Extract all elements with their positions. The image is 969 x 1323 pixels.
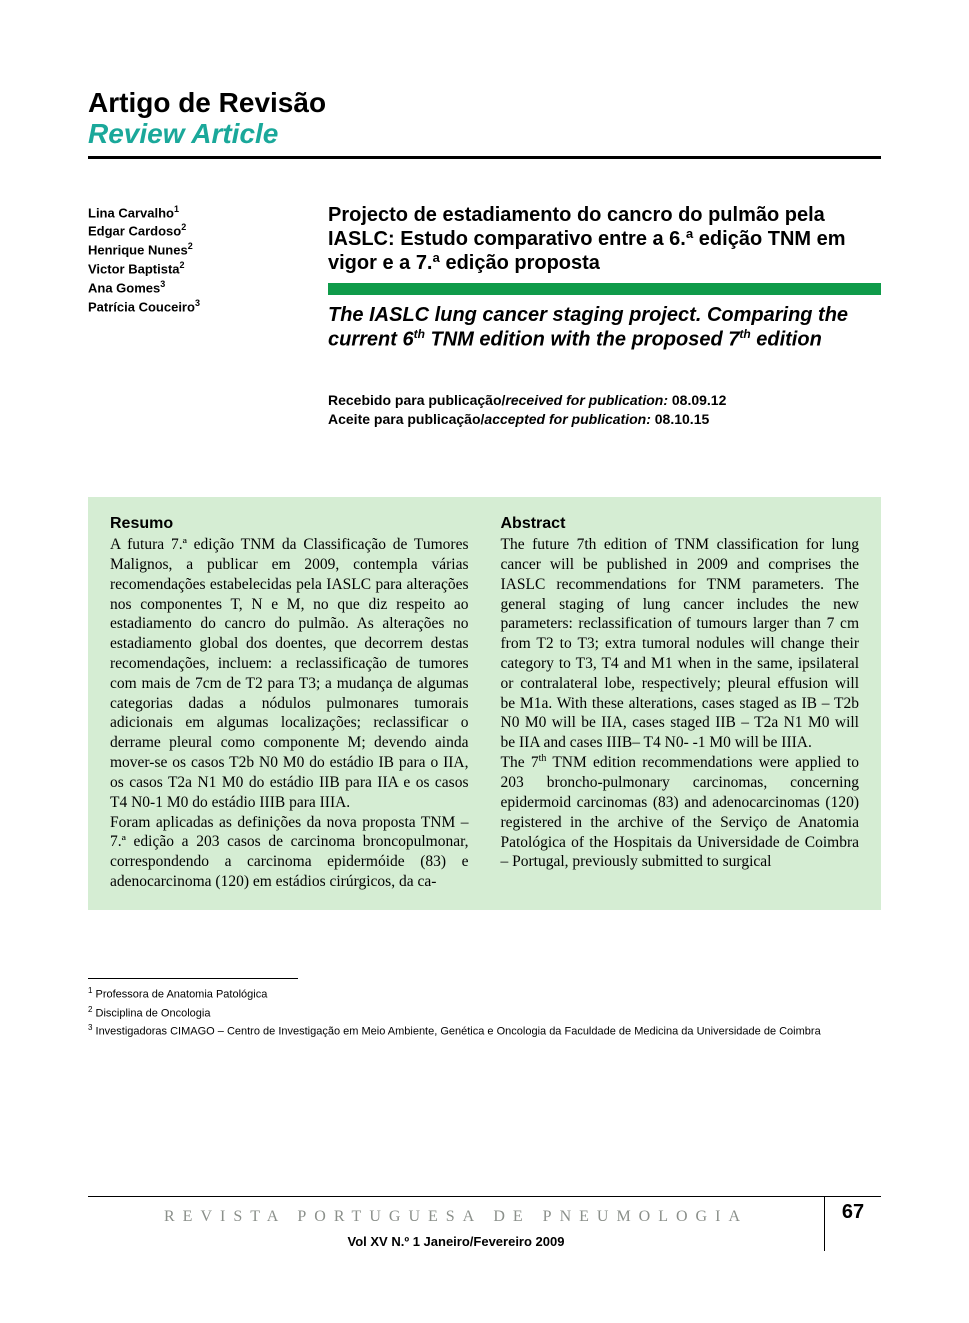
footnote-line: 2 Disciplina de Oncologia [88, 1004, 881, 1023]
author-line: Patrícia Couceiro3 [88, 297, 288, 316]
title-en-part3: edition [751, 328, 822, 350]
page-footer: REVISTA PORTUGUESA DE PNEUMOLOGIA 67 Vol… [88, 1196, 881, 1251]
issue-info: Vol XV N.º 1 Janeiro/Fevereiro 2009 [88, 1231, 824, 1251]
author-name: Edgar Cardoso [88, 224, 181, 239]
footer-spacer [824, 1231, 881, 1251]
resumo-paragraph: A futura 7.ª edição TNM da Classificação… [110, 536, 469, 811]
article-title-pt: Projecto de estadiamento do cancro do pu… [328, 203, 881, 275]
received-label-en: received for publication: [505, 392, 671, 408]
footnote-line: 3 Investigadoras CIMAGO – Centro de Inve… [88, 1022, 881, 1041]
author-affiliation-sup: 2 [181, 222, 186, 232]
abstract-para1: The future 7th edition of TNM classifica… [501, 536, 860, 751]
received-value: 08.09.12 [672, 392, 727, 408]
journal-name: REVISTA PORTUGUESA DE PNEUMOLOGIA [88, 1203, 824, 1226]
resumo-paragraph: Foram aplicadas as definições da nova pr… [110, 814, 469, 890]
author-line: Victor Baptista2 [88, 259, 288, 278]
accepted-value: 08.10.15 [655, 411, 710, 427]
footer-top-row: REVISTA PORTUGUESA DE PNEUMOLOGIA 67 [88, 1196, 881, 1231]
title-en-part2: TNM edition with the proposed 7 [425, 328, 739, 350]
author-name: Henrique Nunes [88, 243, 188, 258]
resumo-column: Resumo A futura 7.ª edição TNM da Classi… [110, 515, 469, 892]
author-line: Edgar Cardoso2 [88, 221, 288, 240]
author-affiliation-sup: 2 [180, 260, 185, 270]
publication-dates: Recebido para publicação/received for pu… [328, 391, 881, 429]
author-name: Lina Carvalho [88, 205, 174, 220]
author-affiliation-sup: 2 [188, 241, 193, 251]
article-type-pt: Artigo de Revisão [88, 88, 881, 119]
article-title-en: The IASLC lung cancer staging project. C… [328, 303, 881, 352]
article-type-en: Review Article [88, 119, 881, 150]
footnote-text: Professora de Anatomia Patológica [92, 989, 267, 1001]
footnotes-rule [88, 978, 298, 985]
title-authors-row: Lina Carvalho1Edgar Cardoso2Henrique Nun… [88, 203, 881, 429]
accepted-label-pt: Aceite para publicação/ [328, 411, 484, 427]
accepted-line: Aceite para publicação/accepted for publ… [328, 410, 881, 429]
resumo-body: A futura 7.ª edição TNM da Classificação… [110, 535, 469, 892]
author-name: Ana Gomes [88, 280, 160, 295]
abstract-box: Resumo A futura 7.ª edição TNM da Classi… [88, 497, 881, 910]
title-column: Projecto de estadiamento do cancro do pu… [328, 203, 881, 429]
accepted-label-en: accepted for publication: [484, 411, 654, 427]
footer-bottom-row: Vol XV N.º 1 Janeiro/Fevereiro 2009 [88, 1231, 881, 1251]
author-affiliation-sup: 3 [195, 298, 200, 308]
author-line: Lina Carvalho1 [88, 203, 288, 222]
author-line: Ana Gomes3 [88, 278, 288, 297]
author-name: Victor Baptista [88, 262, 180, 277]
title-en-sup2: th [739, 327, 750, 341]
separator-green-bar [328, 283, 881, 295]
author-name: Patrícia Couceiro [88, 299, 195, 314]
resumo-heading: Resumo [110, 515, 469, 533]
footnote-text: Investigadoras CIMAGO – Centro de Invest… [92, 1026, 820, 1038]
footnote-text: Disciplina de Oncologia [92, 1007, 210, 1019]
abstract-column: Abstract The future 7th edition of TNM c… [501, 515, 860, 892]
abstract-heading: Abstract [501, 515, 860, 533]
page-number: 67 [824, 1197, 881, 1231]
journal-page: Artigo de Revisão Review Article Lina Ca… [0, 0, 969, 1323]
footnotes-block: 1 Professora de Anatomia Patológica2 Dis… [88, 978, 881, 1041]
received-line: Recebido para publicação/received for pu… [328, 391, 881, 410]
title-en-sup1: th [414, 327, 425, 341]
author-affiliation-sup: 3 [160, 279, 165, 289]
footnote-line: 1 Professora de Anatomia Patológica [88, 985, 881, 1004]
author-affiliation-sup: 1 [174, 204, 179, 214]
abstract-para2a: The 7 [501, 754, 539, 771]
authors-list: Lina Carvalho1Edgar Cardoso2Henrique Nun… [88, 203, 288, 429]
author-line: Henrique Nunes2 [88, 240, 288, 259]
abstract-para2b: TNM edition recommendations were applied… [501, 754, 860, 870]
article-type-header: Artigo de Revisão Review Article [88, 88, 881, 159]
footnotes-list: 1 Professora de Anatomia Patológica2 Dis… [88, 985, 881, 1041]
received-label-pt: Recebido para publicação/ [328, 392, 505, 408]
abstract-body: The future 7th edition of TNM classifica… [501, 535, 860, 872]
